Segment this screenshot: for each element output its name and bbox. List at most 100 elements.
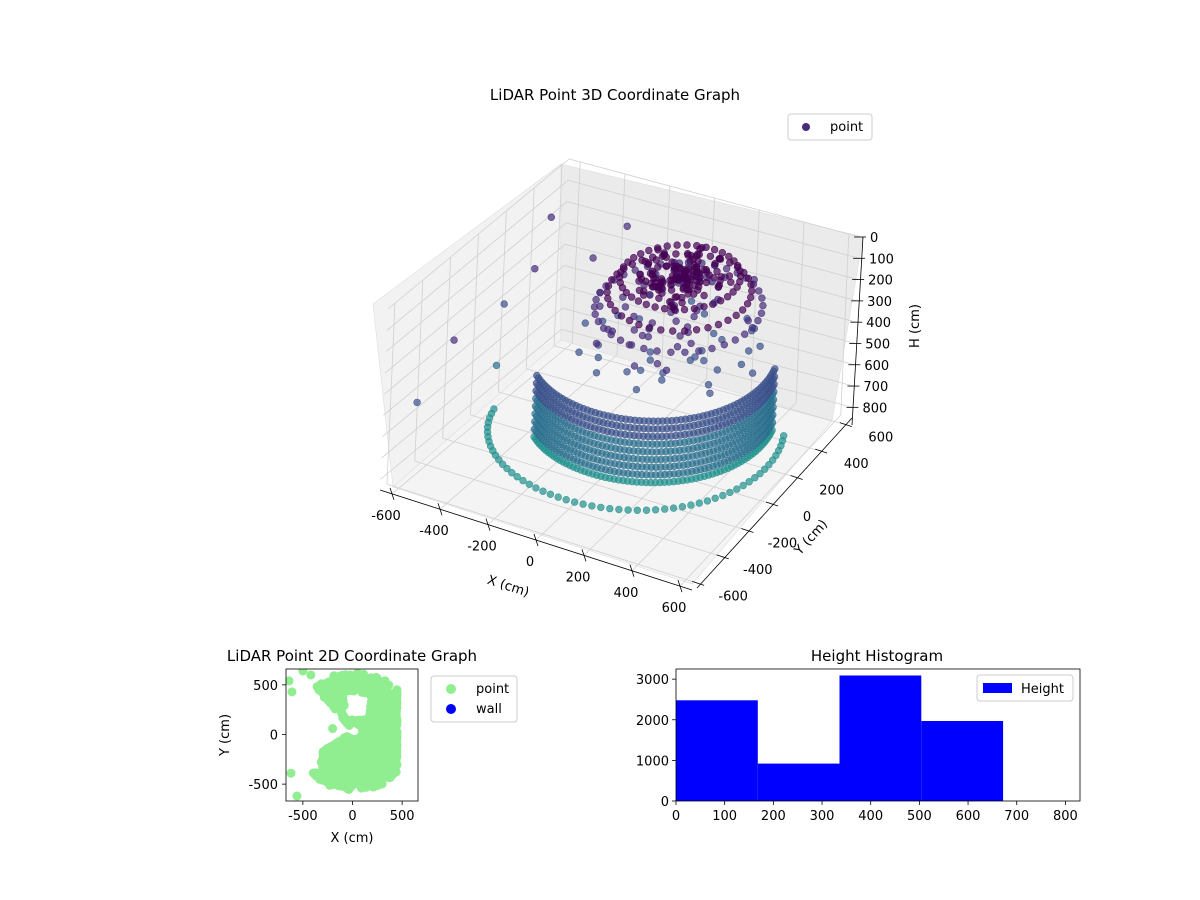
point-3d xyxy=(695,499,703,507)
point-3d xyxy=(658,289,666,297)
point-3d xyxy=(606,504,614,513)
point-3d xyxy=(687,501,695,509)
point-2d xyxy=(315,683,325,693)
point-3d xyxy=(604,282,613,290)
legend-histogram-swatch xyxy=(983,683,1012,693)
point-3d xyxy=(658,376,666,384)
point-3d xyxy=(625,316,634,325)
point-3d xyxy=(503,464,511,473)
point-3d xyxy=(703,497,712,505)
point-3d xyxy=(758,294,766,302)
point-2d xyxy=(327,767,337,777)
point-3d xyxy=(627,293,636,301)
point-3d xyxy=(673,293,681,301)
grid-line xyxy=(386,483,699,584)
grid-line xyxy=(561,328,853,408)
grid-line xyxy=(442,257,452,439)
point-3d xyxy=(725,272,734,280)
point-3d xyxy=(590,424,599,432)
point-3d xyxy=(599,324,608,332)
x-tick-label-histogram: 0 xyxy=(672,809,680,824)
y-tick-label-2d: 0 xyxy=(270,729,278,744)
point-3d xyxy=(744,347,753,355)
point-3d xyxy=(700,356,708,365)
point-3d xyxy=(755,287,763,295)
grid-line xyxy=(385,201,568,352)
point-3d xyxy=(660,249,668,257)
point-3d xyxy=(532,484,540,492)
point-3d xyxy=(562,496,570,504)
point-3d xyxy=(617,312,626,320)
grid-line xyxy=(381,307,563,459)
point-3d xyxy=(716,276,724,285)
y-tick-label-3d: 600 xyxy=(868,431,893,446)
chart-2d-title: LiDAR Point 2D Coordinate Graph xyxy=(227,647,477,665)
point-3d xyxy=(651,506,660,514)
x-tick-label-histogram: 600 xyxy=(956,809,981,824)
x-tick-3d xyxy=(677,580,683,593)
point-3d xyxy=(651,303,659,311)
y-axis-line xyxy=(696,417,853,589)
point-3d xyxy=(678,503,687,511)
point-3d xyxy=(680,305,689,314)
point-3d xyxy=(653,360,662,368)
point-3d xyxy=(588,470,597,478)
point-3d xyxy=(581,319,589,327)
point-2d xyxy=(354,754,364,764)
point-2d xyxy=(287,687,297,697)
point-3d xyxy=(644,333,652,341)
point-3d xyxy=(634,297,643,305)
point-2d xyxy=(377,774,387,784)
point-3d xyxy=(646,356,654,364)
point-2d xyxy=(381,757,390,767)
point-3d xyxy=(629,254,638,262)
point-2d xyxy=(298,669,308,676)
x-tick-3d xyxy=(629,564,635,577)
point-3d xyxy=(531,265,539,273)
point-3d xyxy=(681,348,689,356)
point-3d xyxy=(673,343,682,351)
point-3d xyxy=(589,254,597,262)
z-axis-line xyxy=(851,236,864,426)
point-3d xyxy=(589,455,598,463)
point-3d xyxy=(756,342,764,350)
histogram-bar xyxy=(757,763,840,801)
point-3d xyxy=(498,460,507,468)
point-3d xyxy=(673,241,681,249)
grid-line xyxy=(750,209,760,392)
grid-line xyxy=(386,303,396,485)
point-3d xyxy=(547,213,555,221)
point-3d xyxy=(616,336,625,344)
point-2d xyxy=(391,747,401,757)
point-3d xyxy=(700,310,709,318)
ticks-3d: -600-400-2000200400600-600-400-200020040… xyxy=(371,231,894,616)
point-3d xyxy=(719,491,727,500)
point-3d xyxy=(492,361,501,370)
point-3d xyxy=(596,288,604,297)
x-tick-label-histogram: 300 xyxy=(810,809,835,824)
chart-3d-title: LiDAR Point 3D Coordinate Graph xyxy=(490,86,740,104)
y-tick-3d xyxy=(741,528,754,533)
frame-2d xyxy=(285,668,419,802)
point-3d xyxy=(646,348,654,356)
point-3d xyxy=(635,320,643,329)
grid-line xyxy=(380,329,562,480)
point-3d xyxy=(623,222,631,231)
grid-line xyxy=(840,233,850,416)
y-tick-label-2d: -500 xyxy=(248,778,278,793)
z-tick-label-3d: 100 xyxy=(869,252,894,267)
point-3d xyxy=(591,416,599,425)
point-2d xyxy=(329,671,339,681)
point-2d xyxy=(378,700,388,710)
point-2d xyxy=(368,734,378,744)
point-3d xyxy=(748,287,756,295)
y-tick-label-3d: -600 xyxy=(718,589,748,604)
y-tick-label-3d: -200 xyxy=(768,536,798,551)
legend-3d: point xyxy=(787,113,873,141)
chart-histogram: Height Histogram 0 100 200 300 400 500 600 700 8… xyxy=(636,647,1081,824)
point-3d xyxy=(714,283,723,291)
x-tick-3d xyxy=(581,549,587,562)
point-3d xyxy=(606,300,615,309)
point-3d xyxy=(672,250,680,258)
